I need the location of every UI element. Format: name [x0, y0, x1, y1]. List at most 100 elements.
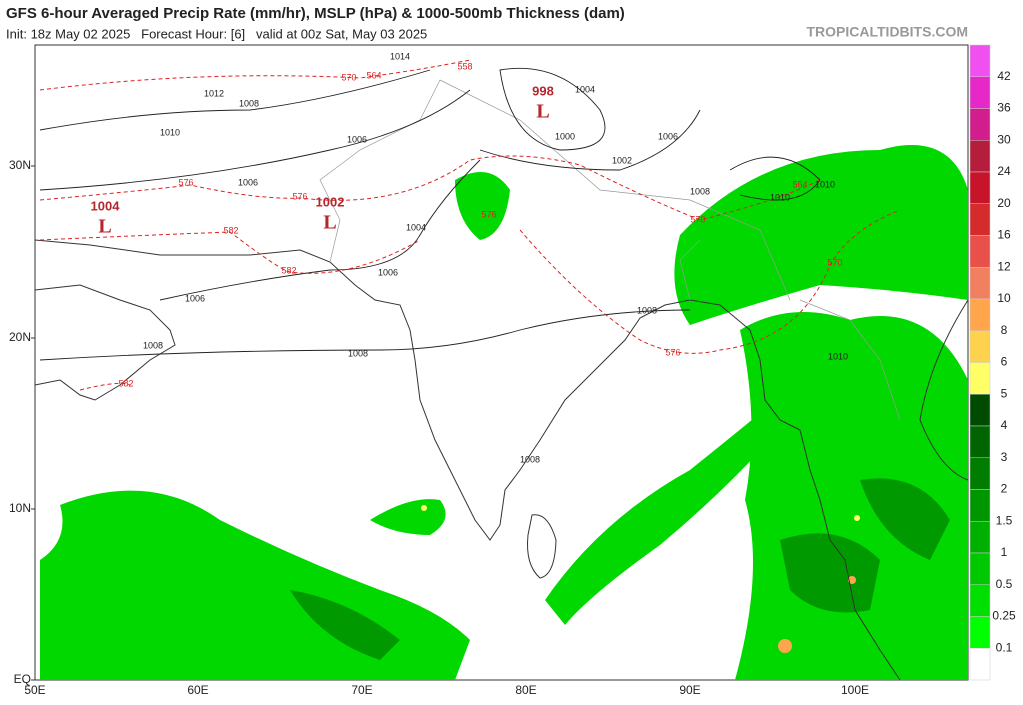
colorbar-label: 1.5 [996, 513, 1013, 527]
colorbar-segment [969, 425, 991, 458]
isobar-label: 1000 [555, 131, 575, 141]
coastline [34, 239, 969, 681]
isobars [39, 67, 821, 361]
colorbar-segment [969, 76, 991, 109]
thickness-label: 582 [118, 378, 133, 388]
colorbar-label: 3 [1001, 450, 1008, 464]
thickness-label: 576 [481, 209, 496, 219]
isobar-label: 1006 [347, 134, 367, 144]
isobar-label: 1010 [160, 127, 180, 137]
isobar-label: 1008 [520, 454, 540, 464]
isobar-label: 1010 [770, 192, 790, 202]
colorbar-label: 0.5 [996, 577, 1013, 591]
colorbar-segment [969, 394, 991, 427]
colorbar-label: 0.1 [996, 640, 1013, 654]
colorbar-label: 0.25 [992, 609, 1016, 623]
lon-label: 70E [351, 683, 372, 697]
colorbar-segment [969, 489, 991, 522]
thickness-label: 570 [827, 257, 842, 267]
precip-heavy [290, 478, 950, 660]
title: GFS 6-hour Averaged Precip Rate (mm/hr),… [6, 5, 625, 22]
lon-label: 60E [187, 683, 208, 697]
colorbar-label: 42 [997, 69, 1011, 83]
colorbar-segment [969, 171, 991, 204]
thickness-label: 570 [690, 214, 705, 224]
low-pressure: 1004 [91, 198, 121, 213]
colorbar-label: 24 [997, 164, 1011, 178]
colorbar-label: 2 [1001, 482, 1008, 496]
lon-label: 90E [679, 683, 700, 697]
isobar-label: 1008 [239, 98, 259, 108]
thickness-label: 582 [281, 265, 296, 275]
low-pressure: 998 [532, 83, 554, 98]
subtitle: Init: 18z May 02 2025 Forecast Hour: [6]… [6, 26, 427, 41]
thickness-label: 558 [457, 61, 472, 71]
low-symbol: L [536, 101, 549, 123]
isobar-label: 1006 [378, 267, 398, 277]
colorbar-segment [969, 330, 991, 363]
colorbar-segment [969, 267, 991, 300]
low-symbol: L [98, 216, 111, 238]
isobar-label: 1008 [637, 305, 657, 315]
colorbar-label: 12 [997, 259, 1011, 273]
colorbar-label: 20 [997, 196, 1011, 210]
colorbar-segment [969, 108, 991, 141]
lat-label: 10N [9, 501, 31, 515]
colorbar-label: 36 [997, 101, 1011, 115]
isobar-label: 1002 [612, 155, 632, 165]
low-symbol: L [323, 212, 336, 234]
colorbar-segment [969, 584, 991, 617]
isobar-label: 1008 [690, 186, 710, 196]
low-pressure: 1002 [316, 194, 345, 209]
colorbar-segment [969, 552, 991, 585]
borders [319, 79, 901, 421]
colorbar-segment [969, 235, 991, 268]
colorbar-segment [969, 298, 991, 331]
watermark: TROPICALTIDBITS.COM [806, 24, 968, 40]
colorbar-segment [969, 203, 991, 236]
thickness-label: 582 [223, 225, 238, 235]
precip-spots [421, 505, 860, 653]
thickness-label: 576 [665, 347, 680, 357]
isobar-label: 1008 [143, 340, 163, 350]
colorbar-segment [969, 521, 991, 554]
colorbar-segment [969, 44, 991, 77]
lat-label: 20N [9, 330, 31, 344]
lat-label: 30N [9, 158, 31, 172]
colorbar-segment [969, 457, 991, 490]
thickness-label: 564 [366, 70, 381, 80]
lon-label: 50E [24, 683, 45, 697]
isobar-label: 1010 [815, 179, 835, 189]
isobar-label: 1004 [406, 222, 426, 232]
isobar-label: 1008 [348, 348, 368, 358]
colorbar-segment [969, 616, 991, 649]
colorbar-segment [969, 362, 991, 395]
isobar-label: 1006 [185, 293, 205, 303]
isobar-label: 1006 [238, 177, 258, 187]
colorbar-label: 16 [997, 228, 1011, 242]
colorbar-label: 10 [997, 291, 1011, 305]
isobar-label: 1012 [204, 88, 224, 98]
thickness [39, 59, 901, 391]
isobar-label: 1006 [658, 131, 678, 141]
thickness-label: 576 [292, 191, 307, 201]
colorbar-label: 5 [1001, 386, 1008, 400]
isobar-label: 1004 [575, 84, 595, 94]
thickness-label: 576 [178, 177, 193, 187]
colorbar-label: 6 [1001, 355, 1008, 369]
isobar-label: 1010 [828, 351, 848, 361]
colorbar-label: 8 [1001, 323, 1008, 337]
colorbar-label: 30 [997, 132, 1011, 146]
lon-label: 80E [515, 683, 536, 697]
colorbar-label: 4 [1001, 418, 1008, 432]
lon-label: 100E [841, 683, 869, 697]
colorbar-label: 1 [1001, 545, 1008, 559]
colorbar-segment [969, 140, 991, 173]
thickness-label: 564 [792, 179, 807, 189]
colorbar-segment [969, 648, 991, 681]
map [34, 44, 969, 681]
isobar-label: 1014 [390, 51, 410, 61]
lat-label: EQ [14, 672, 31, 686]
thickness-label: 570 [341, 72, 356, 82]
